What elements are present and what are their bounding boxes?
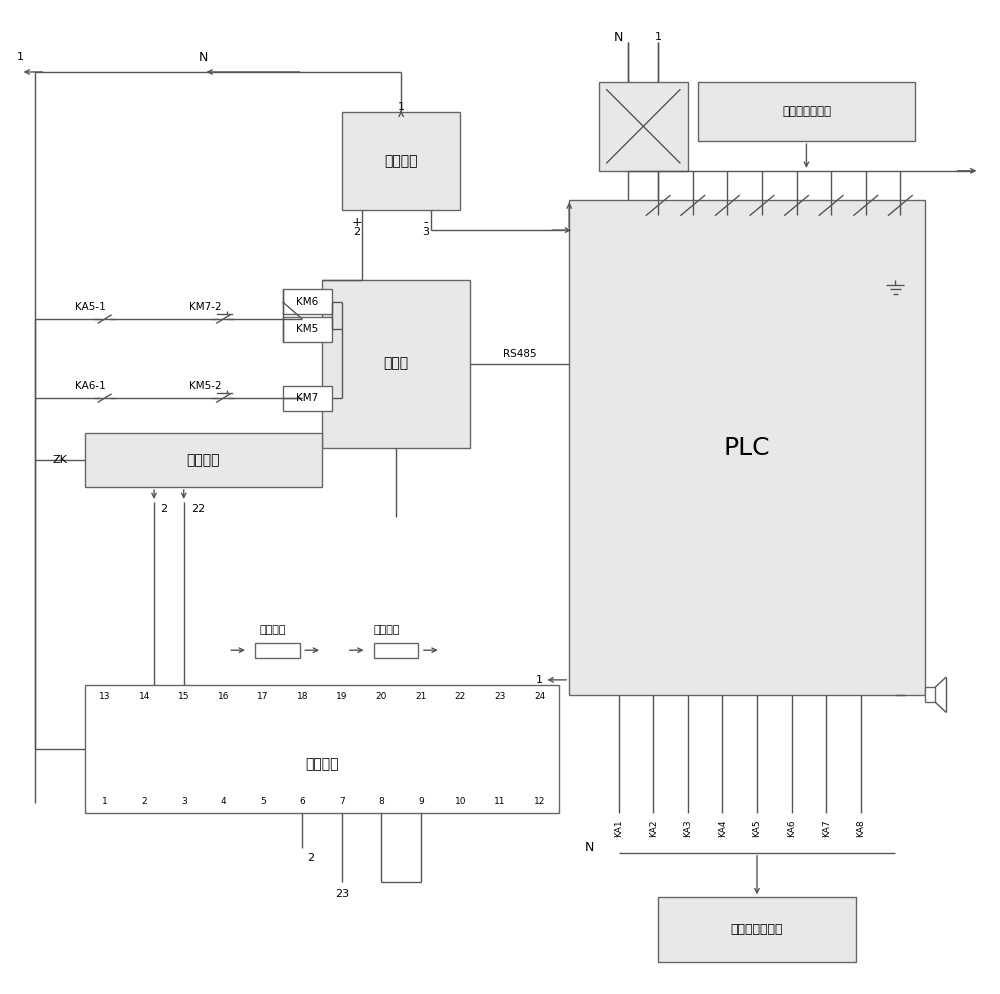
Text: 17: 17 (257, 692, 269, 701)
Text: 5: 5 (260, 797, 266, 806)
Text: 12: 12 (534, 797, 545, 806)
Text: 3: 3 (181, 797, 187, 806)
Text: KM7: KM7 (296, 394, 318, 404)
Text: KA5: KA5 (752, 819, 761, 837)
Text: 温度检测: 温度检测 (305, 757, 339, 771)
Text: KA4: KA4 (718, 819, 727, 837)
Bar (283, 317, 332, 342)
Text: KA2: KA2 (649, 819, 658, 837)
Text: 22: 22 (191, 504, 206, 514)
Text: 1: 1 (102, 797, 107, 806)
Text: 11: 11 (494, 797, 506, 806)
Text: 显示器: 显示器 (384, 357, 409, 371)
Text: 6: 6 (299, 797, 305, 806)
Bar (342, 111, 460, 211)
Text: KA1: KA1 (614, 819, 623, 837)
Text: 22: 22 (455, 692, 466, 701)
Text: 1: 1 (398, 101, 405, 111)
Text: 振动检测: 振动检测 (187, 453, 220, 467)
Text: ZK: ZK (53, 455, 68, 465)
Text: 2: 2 (307, 853, 314, 863)
Text: 开关电源: 开关电源 (384, 154, 418, 168)
Text: KA6-1: KA6-1 (75, 382, 106, 392)
Text: 18: 18 (297, 692, 308, 701)
Text: 前轴温度: 前轴温度 (259, 625, 286, 635)
Bar (283, 386, 332, 411)
Bar (374, 643, 418, 658)
Text: 19: 19 (336, 692, 348, 701)
Bar (283, 289, 332, 314)
Text: 20: 20 (376, 692, 387, 701)
Text: -: - (424, 216, 428, 229)
Text: 7: 7 (339, 797, 345, 806)
Text: KA3: KA3 (683, 819, 692, 837)
Text: 9: 9 (418, 797, 424, 806)
Text: KA8: KA8 (856, 819, 865, 837)
Text: 1: 1 (655, 33, 662, 43)
Text: 23: 23 (335, 890, 349, 900)
Text: 15: 15 (178, 692, 189, 701)
Bar (658, 898, 856, 961)
Bar (322, 279, 470, 447)
Bar (569, 201, 925, 695)
Text: KM5: KM5 (296, 324, 318, 334)
Text: 2: 2 (141, 797, 147, 806)
Text: 24: 24 (534, 692, 545, 701)
Text: 输入信号控制端: 输入信号控制端 (782, 105, 831, 118)
Text: N: N (614, 31, 623, 44)
Bar (255, 643, 300, 658)
Text: 2: 2 (160, 504, 167, 514)
Text: KM5-2: KM5-2 (189, 382, 221, 392)
Text: 10: 10 (455, 797, 466, 806)
Text: 输出信号控制端: 输出信号控制端 (731, 923, 783, 936)
Text: 4: 4 (220, 797, 226, 806)
Text: 2: 2 (353, 227, 360, 238)
Text: KM6: KM6 (296, 297, 318, 307)
Text: 8: 8 (379, 797, 384, 806)
Text: 1: 1 (536, 675, 543, 685)
Bar (925, 687, 935, 702)
Text: RS485: RS485 (503, 349, 537, 359)
Text: 16: 16 (217, 692, 229, 701)
Text: 21: 21 (415, 692, 427, 701)
Bar (599, 82, 688, 171)
Bar (698, 82, 915, 141)
Text: 14: 14 (138, 692, 150, 701)
Text: 后轴温度: 后轴温度 (373, 625, 400, 635)
Text: +: + (351, 216, 362, 229)
Text: N: N (199, 51, 208, 64)
Bar (85, 685, 559, 813)
Bar (85, 432, 322, 487)
Text: PLC: PLC (724, 435, 770, 459)
Text: KA5-1: KA5-1 (75, 302, 106, 312)
Text: 3: 3 (422, 227, 429, 238)
Text: 23: 23 (494, 692, 506, 701)
Text: N: N (584, 841, 594, 855)
Text: 13: 13 (99, 692, 110, 701)
Text: KM7-2: KM7-2 (189, 302, 221, 312)
Text: KA6: KA6 (787, 819, 796, 837)
Text: KA7: KA7 (822, 819, 831, 837)
Text: 1: 1 (17, 52, 24, 63)
